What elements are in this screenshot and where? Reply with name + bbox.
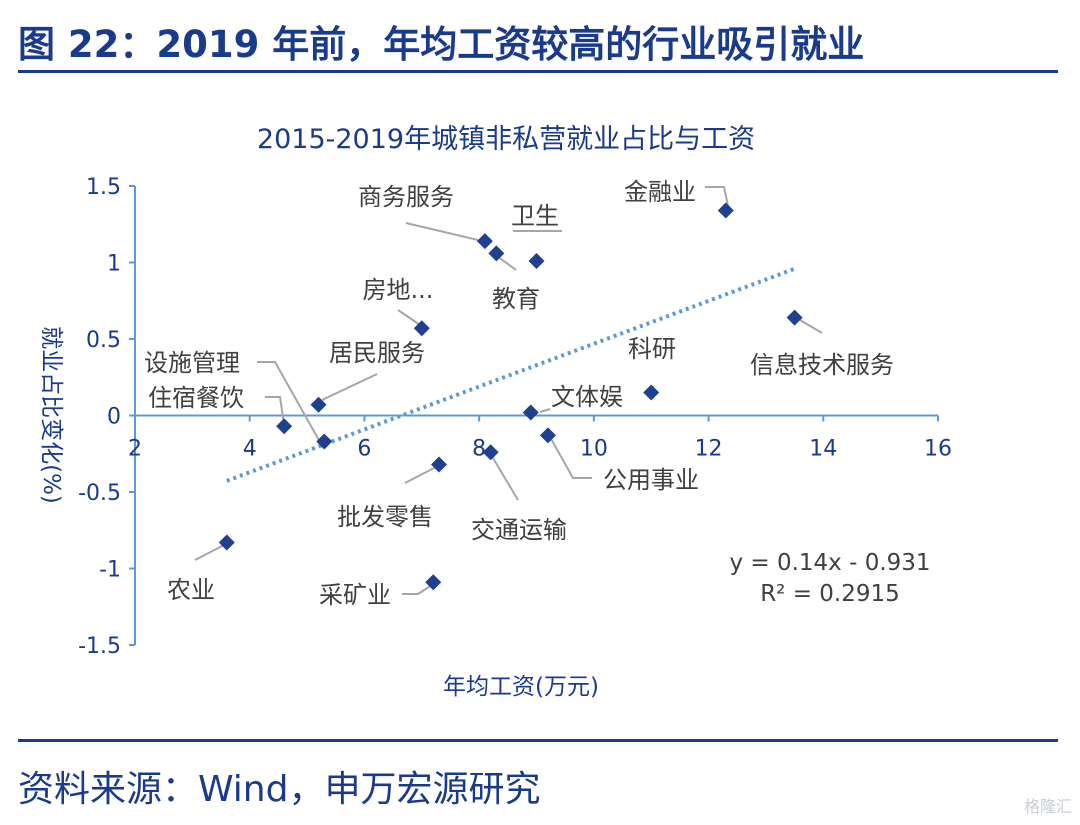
leader-line — [321, 373, 378, 401]
data-label: 住宿餐饮 — [148, 384, 244, 412]
data-label: 设施管理 — [144, 349, 240, 377]
y-tick-label: -0.5 — [78, 481, 121, 506]
data-label: 居民服务 — [329, 339, 425, 367]
label-leader-lines — [194, 186, 823, 595]
trendline-equation: y = 0.14x - 0.931 — [729, 550, 930, 576]
data-point — [310, 396, 327, 413]
data-label: 文体娱 — [551, 383, 623, 411]
data-point — [413, 320, 430, 337]
data-label: 商务服务 — [358, 183, 454, 211]
data-label: 教育 — [492, 285, 540, 313]
x-tick-label: 10 — [580, 437, 608, 462]
data-label: 金融业 — [624, 178, 696, 206]
y-tick-label: 1 — [107, 252, 121, 277]
data-point — [218, 534, 235, 551]
source-note: 资料来源：Wind，申万宏源研究 — [18, 769, 541, 810]
data-point — [476, 233, 493, 250]
leader-line — [705, 186, 729, 207]
x-tick-label: 2 — [128, 437, 142, 462]
data-label: 公用事业 — [603, 466, 699, 494]
chart-ticks: 1.5 1 0.5 0 -0.5 -1 -1.5 2 4 6 8 10 12 14 16 — [78, 175, 952, 659]
leader-line — [489, 452, 519, 501]
data-point — [276, 418, 293, 435]
leader-line — [397, 309, 421, 326]
x-tick-label: 8 — [472, 437, 486, 462]
data-label: 科研 — [628, 335, 676, 363]
data-point — [786, 309, 803, 326]
data-label: 采矿业 — [319, 581, 391, 609]
x-tick-label: 14 — [809, 437, 837, 462]
data-point — [643, 384, 660, 401]
y-tick-label: 1.5 — [86, 175, 121, 200]
trendline-path — [226, 266, 796, 483]
leader-line — [194, 543, 227, 561]
leader-line — [404, 465, 439, 484]
figure-title: 图 22：2019 年前，年均工资较高的行业吸引就业 — [18, 23, 865, 66]
data-point — [528, 252, 545, 269]
x-tick-label: 6 — [357, 437, 371, 462]
leader-line — [405, 222, 479, 241]
data-point — [430, 456, 447, 473]
data-label: 卫生 — [511, 202, 559, 230]
leader-line — [549, 436, 592, 479]
y-axis-label: 就业占比变化(%) — [38, 326, 64, 504]
data-points — [218, 202, 803, 591]
figure-header: 图 22：2019 年前，年均工资较高的行业吸引就业 — [18, 14, 864, 68]
x-tick-label: 4 — [243, 437, 257, 462]
chart-title: 2015-2019年城镇非私营就业占比与工资 — [257, 124, 755, 155]
data-point — [488, 245, 505, 262]
leader-line — [265, 396, 285, 425]
data-label: 批发零售 — [337, 503, 433, 531]
data-point — [717, 202, 734, 219]
x-tick-label: 16 — [924, 437, 952, 462]
trendline — [226, 266, 796, 483]
x-tick-label: 12 — [695, 437, 723, 462]
data-point — [425, 574, 442, 591]
data-point — [522, 404, 539, 421]
data-label: 交通运输 — [471, 516, 567, 544]
y-tick-label: -1 — [99, 558, 121, 583]
data-point — [316, 433, 333, 450]
header-divider — [18, 70, 1058, 73]
y-tick-label: 0.5 — [86, 328, 121, 353]
y-tick-label: -1.5 — [78, 634, 121, 659]
data-label: 农业 — [167, 576, 215, 604]
data-point — [539, 427, 556, 444]
y-tick-label: 0 — [107, 405, 121, 430]
leader-line — [496, 255, 517, 271]
watermark: 格隆汇 — [1023, 797, 1072, 816]
data-point — [482, 444, 499, 461]
x-axis-label: 年均工资(万元) — [443, 674, 599, 700]
footer-divider — [18, 739, 1058, 742]
leader-line — [539, 408, 551, 413]
r-squared-label: R² = 0.2915 — [760, 581, 900, 607]
data-label: 信息技术服务 — [750, 351, 894, 379]
leader-line — [257, 361, 321, 443]
leader-line — [799, 319, 823, 334]
data-label: 房地... — [363, 276, 434, 304]
leader-line — [402, 582, 436, 595]
